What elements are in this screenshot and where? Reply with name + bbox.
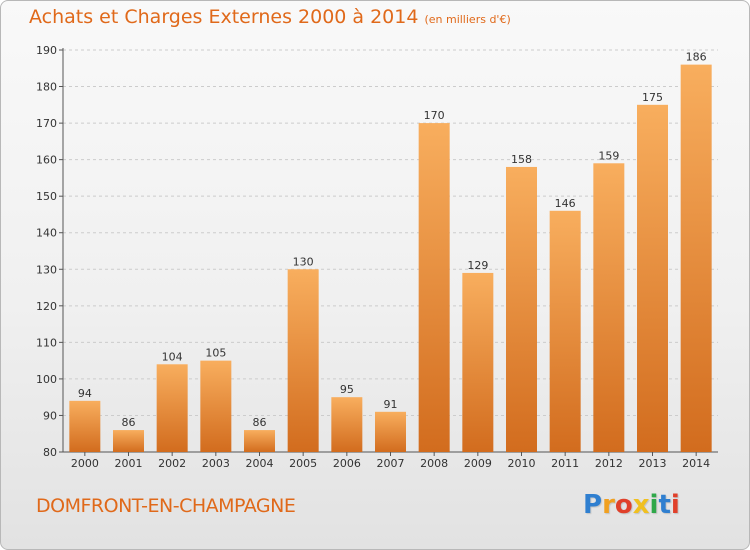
value-label: 95 [340,383,354,396]
y-tick-label: 180 [36,81,57,94]
y-tick-label: 130 [36,263,57,276]
bar-2010 [506,166,537,453]
value-label: 159 [598,149,619,162]
logo-letter: o [614,490,633,520]
value-label: 86 [122,416,136,429]
x-tick-label: 2013 [639,457,667,470]
logo-letter: i [670,490,680,520]
logo-letter: t [658,490,671,520]
bar-2006 [331,397,363,452]
logo-letter: i [649,490,659,520]
y-tick-label: 110 [36,336,57,349]
y-tick-labels: 80 90 100 110 120 130 140 150 160 170 180 190 [36,44,57,459]
x-tick-label: 2006 [333,457,361,470]
x-tick-label: 2005 [289,457,317,470]
bar-2003 [200,360,232,452]
bar-2012 [593,163,625,453]
logo-letter: x [632,490,650,520]
bar-2000 [69,400,101,452]
bars [69,64,712,453]
bar-2013 [637,104,668,453]
x-tick-label: 2014 [682,457,710,470]
value-label: 104 [162,350,183,363]
value-label: 86 [253,416,267,429]
x-tick-label: 2002 [158,457,186,470]
y-tick-label: 140 [36,227,57,240]
value-label: 158 [511,153,532,166]
y-tick-label: 80 [43,446,57,459]
value-label: 130 [293,255,314,268]
x-tick-label: 2004 [246,457,274,470]
x-tick-label: 2009 [464,457,492,470]
y-tick-label: 190 [36,44,57,57]
bar-2007 [375,411,406,452]
y-tick-label: 150 [36,190,57,203]
bar-2008 [418,123,450,452]
value-label: 170 [424,109,445,122]
y-tick-label: 90 [43,409,57,422]
x-tick-label: 2010 [508,457,536,470]
commune-name: DOMFRONT-EN-CHAMPAGNE [36,495,296,517]
bar-2004 [244,430,275,452]
chart-title-main: Achats et Charges Externes 2000 à 2014 [29,6,419,28]
x-tick-label: 2001 [115,457,143,470]
value-label: 129 [467,259,488,272]
value-label: 186 [686,51,707,64]
x-tick-label: 2011 [551,457,579,470]
chart-title-unit: (en milliers d'€) [424,13,511,26]
x-tick-label: 2008 [420,457,448,470]
value-label: 146 [555,197,576,210]
bar-2009 [462,272,494,452]
value-label: 94 [78,387,92,400]
y-tick-label: 160 [36,154,57,167]
bar-2002 [156,364,188,452]
y-tick-label: 120 [36,300,57,313]
chart-title: Achats et Charges Externes 2000 à 2014 (e… [29,6,511,28]
y-tick-label: 170 [36,117,57,130]
x-tick-labels: 2000 2001 2002 2003 2004 2005 2006 2007 2008 2009… [71,457,710,470]
value-label: 175 [642,91,663,104]
proxiti-logo: Proxiti [583,490,680,520]
bar-2011 [549,210,581,452]
x-tick-label: 2003 [202,457,230,470]
bar-2014 [680,64,712,453]
y-tick-label: 100 [36,373,57,386]
logo-letter: r [602,490,615,520]
value-label: 105 [205,347,226,360]
x-tick-label: 2000 [71,457,99,470]
x-tick-label: 2007 [377,457,405,470]
bar-2005 [287,269,319,452]
bar-2001 [113,430,144,452]
value-labels: 94 86 104 105 86 130 95 91 170 129 158 146 159 175 186 [78,51,707,429]
logo-letter: P [583,490,603,520]
x-tick-label: 2012 [595,457,623,470]
value-label: 91 [384,398,398,411]
